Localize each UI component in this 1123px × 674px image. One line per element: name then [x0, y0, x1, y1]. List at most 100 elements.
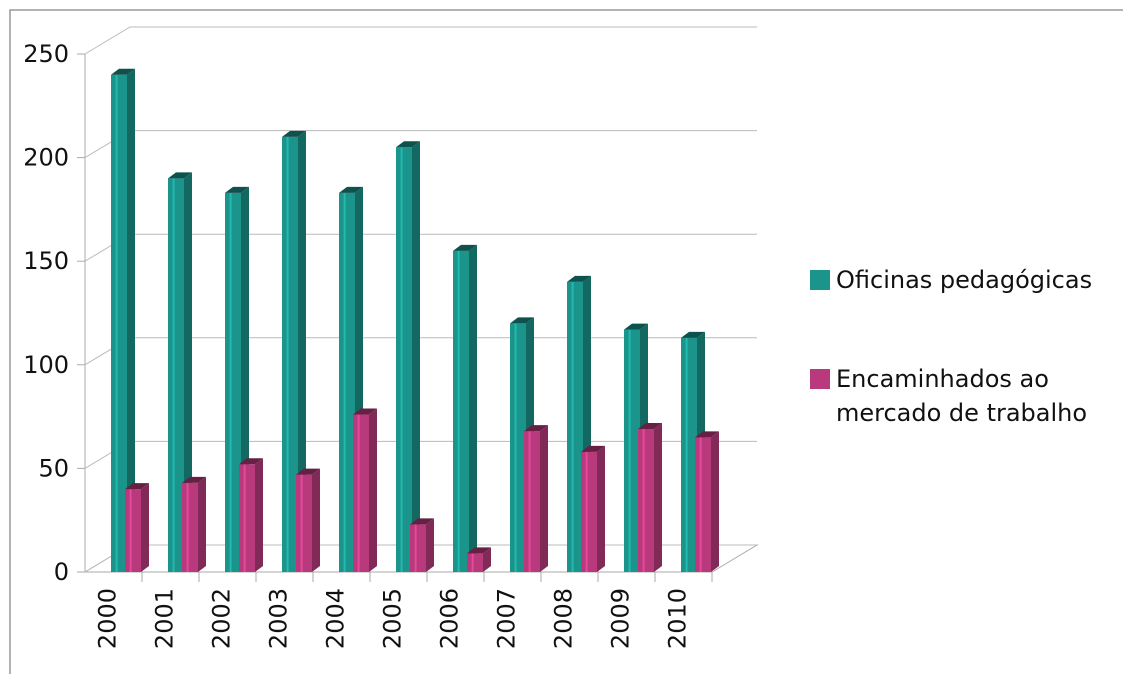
bar-face: [567, 281, 583, 572]
bar: [453, 244, 477, 572]
bar: [695, 431, 719, 572]
y-tick-label: 100: [23, 351, 69, 379]
bar-face: [339, 192, 355, 572]
bar-face: [141, 483, 149, 572]
bar-face: [339, 186, 363, 193]
bar-face: [298, 130, 306, 572]
x-tick-label: 2002: [208, 588, 236, 649]
x-tick-label: 2006: [436, 588, 464, 649]
bar-face: [711, 431, 719, 572]
legend-item: Oficinas pedagógicas: [810, 263, 1110, 297]
bar: [239, 458, 263, 572]
bar-face: [681, 337, 697, 572]
bar-face: [111, 68, 135, 75]
bar-face: [369, 408, 377, 572]
bar-face: [168, 172, 192, 179]
bar-face: [184, 172, 192, 572]
x-tick-label: 2010: [664, 588, 692, 649]
bar-face: [225, 192, 241, 572]
bar: [467, 547, 491, 572]
bar-face: [296, 474, 312, 572]
y-tick-label: 0: [54, 558, 69, 586]
bar-face: [198, 476, 206, 572]
bar-face: [695, 437, 711, 572]
bar: [125, 483, 149, 572]
bar: [282, 130, 306, 572]
bar-face: [469, 244, 477, 572]
bar-face: [597, 445, 605, 572]
legend-label: Encaminhados ao mercado de trabalho: [836, 365, 1088, 427]
bar: [581, 445, 605, 572]
bar-face: [127, 68, 135, 572]
x-tick-label: 2001: [151, 588, 179, 649]
bar: [638, 423, 662, 572]
bar-face: [453, 250, 469, 572]
x-tick-label: 2005: [379, 588, 407, 649]
x-tick-label: 2007: [493, 588, 521, 649]
bar-face: [182, 476, 206, 483]
x-tick-label: 2000: [94, 588, 122, 649]
grid-line: [84, 26, 757, 55]
bar-face: [239, 458, 263, 465]
bar-face: [524, 431, 540, 572]
bar-face: [638, 423, 662, 430]
bar-face: [567, 275, 591, 282]
y-tick-label: 50: [38, 454, 69, 482]
bar-face: [453, 244, 477, 251]
bar-face: [426, 518, 434, 572]
bar-face: [467, 547, 491, 554]
bar: [296, 468, 320, 572]
bar-face: [581, 451, 597, 572]
bar-face: [483, 547, 491, 572]
bar-face: [624, 323, 648, 330]
legend-item: Encaminhados ao mercado de trabalho: [810, 362, 1110, 430]
bar-face: [540, 425, 548, 572]
x-tick-label: 2009: [607, 588, 635, 649]
bar: [168, 172, 192, 572]
bar: [524, 425, 548, 572]
bar-face: [296, 468, 320, 475]
bar: [353, 408, 377, 572]
bar-face: [125, 483, 149, 490]
bar-face: [467, 553, 483, 572]
bar: [182, 476, 206, 572]
bar-face: [282, 130, 306, 137]
bar-face: [239, 464, 255, 572]
y-tick-label: 200: [23, 144, 69, 172]
x-tick-label: 2004: [322, 588, 350, 649]
y-tick-label: 250: [23, 40, 69, 68]
bar-face: [681, 331, 705, 338]
bar-face: [510, 323, 526, 572]
bar-face: [111, 74, 127, 572]
bar-face: [410, 518, 434, 525]
bar: [111, 68, 135, 572]
legend-label: Oficinas pedagógicas: [836, 266, 1093, 294]
bar-face: [225, 186, 249, 193]
bar: [410, 518, 434, 572]
bar-face: [396, 147, 412, 573]
grid-line: [84, 130, 757, 159]
legend-swatch: [810, 369, 830, 389]
bar-face: [510, 317, 534, 324]
bar-face: [353, 408, 377, 415]
bar-face: [410, 524, 426, 572]
bar-face: [524, 425, 548, 432]
bar: [396, 141, 420, 573]
bar-face: [168, 178, 184, 572]
bar-face: [695, 431, 719, 438]
legend-swatch: [810, 270, 830, 290]
frame: [9, 9, 1123, 674]
bar-face: [182, 482, 198, 572]
bar-face: [624, 329, 640, 572]
bar-face: [353, 414, 369, 572]
x-tick-label: 2003: [265, 588, 293, 649]
y-tick-label: 150: [23, 247, 69, 275]
bar-face: [581, 445, 605, 452]
bar-face: [412, 141, 420, 573]
bar-face: [282, 136, 298, 572]
bar-face: [396, 141, 420, 148]
bar-face: [255, 458, 263, 572]
bar-face: [312, 468, 320, 572]
bar-face: [125, 489, 141, 572]
